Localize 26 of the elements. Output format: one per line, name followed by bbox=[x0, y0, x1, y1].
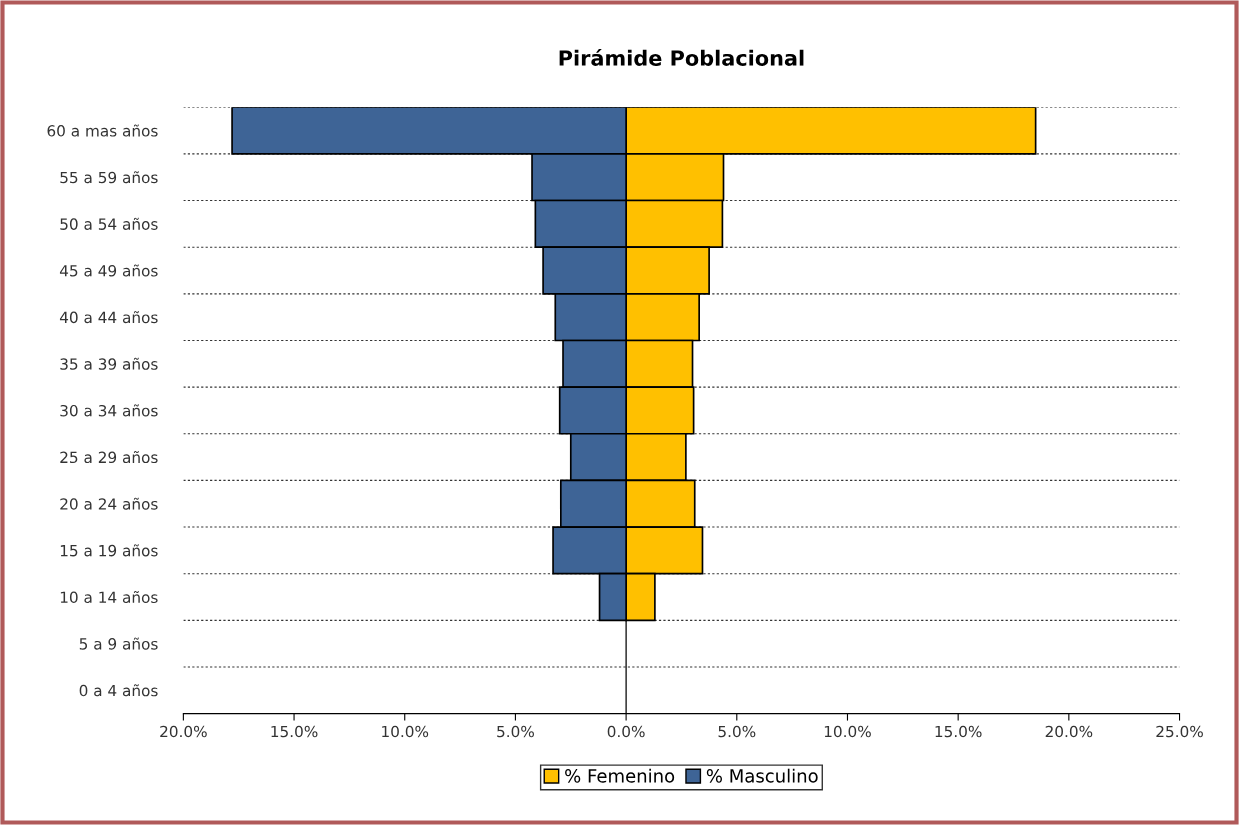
y-tick-label: 45 a 49 años bbox=[59, 264, 158, 277]
y-tick-label: 55 a 59 años bbox=[60, 171, 158, 184]
x-tick-label: 15.0% bbox=[271, 725, 318, 738]
legend-label: % Femenino bbox=[565, 768, 675, 783]
y-tick-label: 50 a 54 años bbox=[60, 217, 158, 230]
y-tick-label: 40 a 44 años bbox=[59, 311, 158, 324]
x-tick-label: 0.0% bbox=[607, 725, 645, 738]
chart-title: Pirámide Poblacional bbox=[559, 48, 804, 66]
x-tick-label: 15.0% bbox=[935, 725, 982, 738]
x-tick-label: 25.0% bbox=[1156, 725, 1203, 738]
x-tick-label: 20.0% bbox=[160, 725, 207, 738]
x-tick-label: 5.0% bbox=[497, 725, 534, 738]
x-tick-label: 10.0% bbox=[824, 725, 871, 738]
y-tick-label: 35 a 39 años bbox=[60, 357, 158, 370]
y-tick-label: 0 a 4 años bbox=[79, 684, 158, 697]
y-tick-label: 20 a 24 años bbox=[60, 497, 158, 510]
y-tick-label: 30 a 34 años bbox=[60, 404, 158, 417]
x-tick-label: 20.0% bbox=[1045, 725, 1093, 738]
legend-label: % Masculino bbox=[706, 768, 818, 783]
y-tick-label: 10 a 14 años bbox=[60, 590, 158, 604]
x-tick-label: 5.0% bbox=[718, 725, 756, 738]
y-tick-label: 5 a 9 años bbox=[79, 637, 158, 650]
y-tick-label: 15 a 19 años bbox=[60, 544, 158, 557]
x-tick-label: 10.0% bbox=[382, 725, 429, 738]
y-tick-label: 25 a 29 años bbox=[60, 451, 158, 464]
y-tick-label: 60 a mas años bbox=[47, 124, 158, 137]
